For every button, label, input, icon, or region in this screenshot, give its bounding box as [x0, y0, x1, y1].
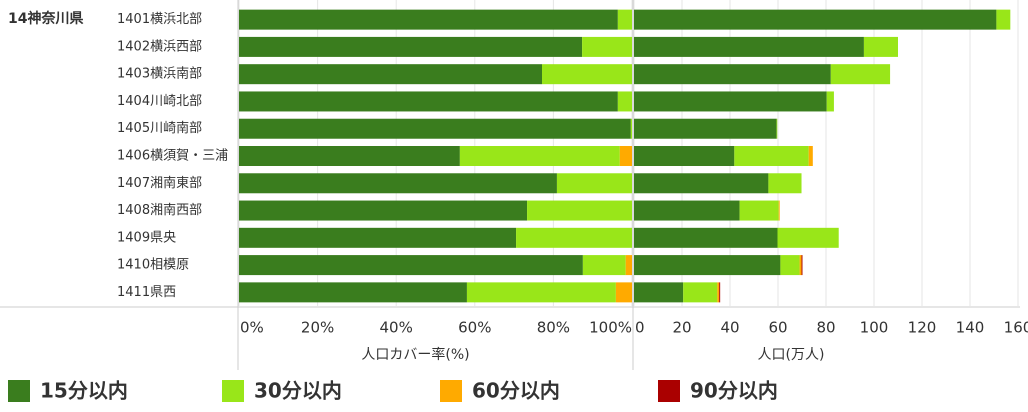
bar-segment: [239, 9, 618, 30]
category-label: 1408湘南西部: [117, 202, 202, 218]
bar-segment: [617, 91, 632, 112]
category-label: 1407湘南東部: [117, 175, 202, 191]
bar-segment: [239, 255, 583, 276]
x-tick-label: 40%: [380, 319, 413, 337]
bar-segment: [239, 118, 631, 139]
category-label: 1401横浜北部: [117, 12, 202, 27]
bar-segment: [239, 64, 543, 85]
x-tick-label: 60%: [458, 319, 491, 337]
group-label: 14神奈川県: [8, 10, 83, 27]
category-label: 1409県央: [117, 230, 176, 245]
legend-swatch: [222, 380, 244, 402]
x-tick-label: 40: [720, 319, 739, 337]
x-axis-label: 人口カバー率(%): [361, 346, 469, 363]
legend-swatch: [440, 380, 462, 402]
legend-swatch: [658, 380, 680, 402]
bar-segment: [799, 255, 802, 276]
bar-segment: [634, 64, 831, 85]
bar-segment: [719, 282, 721, 303]
legend-label: 90分以内: [690, 379, 778, 403]
bar-segment: [617, 9, 632, 30]
bar-segment: [459, 146, 620, 166]
category-label: 1403横浜南部: [117, 66, 202, 82]
bar-segment: [582, 255, 626, 276]
bar-segment: [556, 173, 632, 194]
bar-segment: [996, 9, 1011, 30]
category-label: 1402横浜西部: [117, 39, 202, 54]
x-tick-label: 80: [816, 319, 835, 337]
category-label: 1410相模原: [117, 258, 189, 273]
bar-segment: [634, 227, 778, 248]
x-tick-label: 100: [860, 319, 889, 337]
x-axis-label: 人口(万人): [758, 347, 825, 363]
category-label: 1405川崎南部: [117, 120, 202, 136]
legend-label: 60分以内: [472, 379, 560, 403]
bar-segment: [777, 227, 839, 248]
x-tick-label: 0%: [240, 319, 264, 337]
bar-segment: [830, 64, 891, 85]
bar-segment: [768, 173, 802, 194]
legend-label: 30分以内: [254, 379, 342, 403]
bar-segment: [239, 173, 557, 194]
x-tick-label: 100%: [589, 319, 632, 337]
bar-segment: [239, 91, 618, 112]
x-tick-label: 0: [635, 319, 645, 337]
bar-segment: [739, 200, 779, 221]
bar-segment: [634, 173, 769, 194]
x-tick-label: 20%: [301, 319, 334, 337]
bar-segment: [634, 200, 740, 221]
bar-segment: [780, 255, 800, 276]
bar-segment: [863, 36, 898, 57]
bar-segment: [516, 227, 632, 248]
x-tick-label: 60: [768, 319, 787, 337]
bar-segment: [717, 282, 720, 303]
category-label: 1404川崎北部: [117, 94, 202, 109]
category-label: 1406横須賀・三浦: [117, 149, 228, 164]
bar-segment: [826, 91, 834, 112]
bar-segment: [582, 36, 632, 57]
bar-segment: [239, 282, 467, 303]
x-tick-label: 120: [908, 319, 937, 337]
bar-segment: [634, 146, 735, 166]
bar-segment: [634, 118, 777, 139]
bar-segment: [634, 282, 684, 303]
bar-segment: [634, 91, 827, 112]
bar-segment: [776, 118, 778, 139]
legend-label: 15分以内: [40, 379, 128, 403]
x-tick-label: 160: [1004, 319, 1028, 337]
bar-segment: [808, 146, 813, 166]
legend-swatch: [8, 380, 30, 402]
bar-segment: [239, 227, 517, 248]
bar-segment: [634, 36, 864, 57]
x-tick-label: 80%: [537, 319, 570, 337]
bar-segment: [625, 255, 632, 276]
x-tick-label: 140: [956, 319, 985, 337]
bar-segment: [615, 282, 632, 303]
bar-segment: [801, 255, 803, 276]
bar-segment: [619, 146, 632, 166]
bar-segment: [466, 282, 616, 303]
bar-segment: [239, 200, 528, 221]
category-label: 1411県西: [117, 285, 176, 300]
bar-segment: [239, 36, 583, 57]
bar-segment: [542, 64, 632, 85]
bar-segment: [527, 200, 632, 221]
bar-segment: [634, 9, 997, 30]
bar-segment: [778, 200, 780, 221]
x-tick-label: 20: [672, 319, 691, 337]
bar-segment: [734, 146, 809, 166]
bar-segment: [683, 282, 718, 303]
bar-segment: [239, 146, 460, 166]
bar-segment: [630, 118, 632, 139]
bar-segment: [634, 255, 781, 276]
